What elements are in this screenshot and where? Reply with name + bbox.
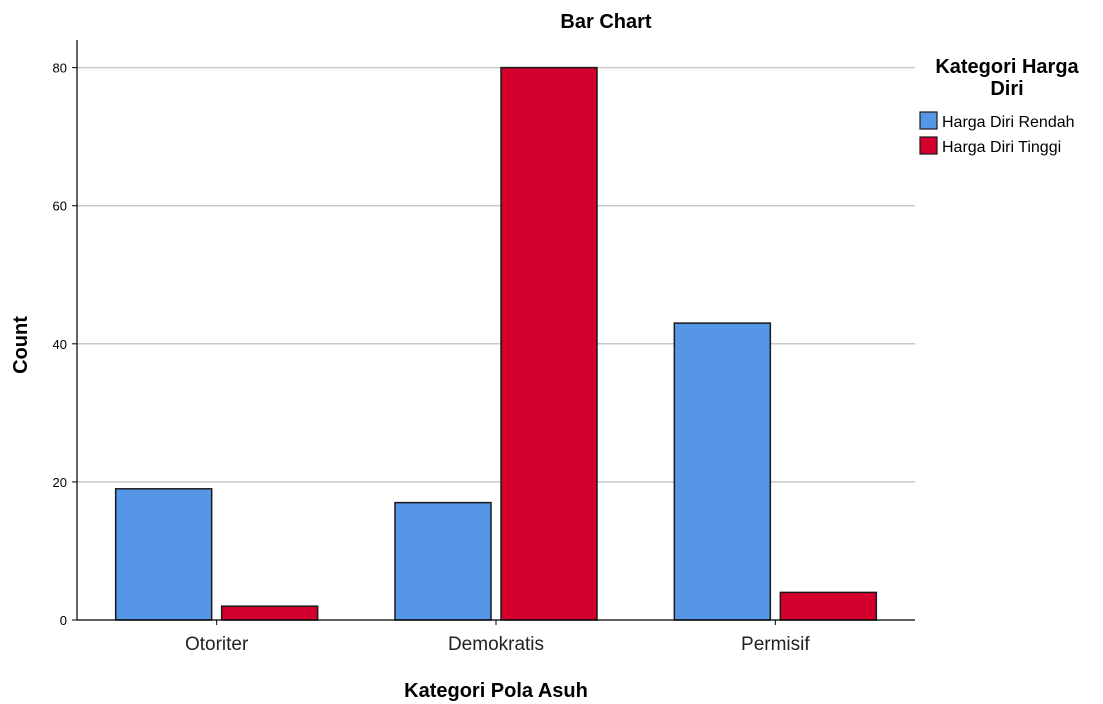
bar-demokratis-series-1 (500, 66, 598, 621)
bar-permisif-series-0 (673, 322, 772, 621)
y-tick-label: 40 (53, 337, 67, 352)
bar-otoriter-series-1 (220, 605, 319, 621)
legend-title-line-2: Diri (990, 78, 1023, 100)
bars (114, 66, 878, 621)
y-axis-title: Count (10, 316, 32, 374)
legend-title-line-1: Kategori Harga (935, 56, 1079, 78)
y-tick-label: 20 (53, 475, 67, 490)
y-tick-label: 80 (53, 61, 67, 76)
x-tick-label: Otoriter (185, 634, 249, 655)
legend: Kategori Harga Diri Harga Diri RendahHar… (919, 56, 1080, 156)
legend-label: Harga Diri Tinggi (942, 139, 1061, 156)
legend-swatch (919, 111, 938, 130)
x-tick-labels: Otoriter Demokratis Permisif (185, 620, 810, 655)
x-tick-label: Permisif (741, 634, 810, 655)
gridlines (77, 66, 915, 483)
legend-swatch (919, 136, 938, 155)
x-axis-title: Kategori Pola Asuh (404, 680, 588, 702)
y-tick-label: 60 (53, 199, 67, 214)
chart-title: Bar Chart (560, 11, 651, 33)
y-tick-labels: 0 20 40 60 80 (53, 61, 77, 628)
legend-items: Harga Diri Rendah Harga Diri Tinggi (919, 111, 1075, 156)
x-tick-label: Demokratis (448, 634, 544, 655)
legend-label: Harga Diri Rendah (942, 114, 1075, 131)
bar-demokratis-series-0 (394, 501, 492, 621)
bar-otoriter-series-0 (114, 488, 213, 621)
bar-permisif-series-1 (779, 591, 878, 621)
y-tick-label: 0 (60, 613, 67, 628)
